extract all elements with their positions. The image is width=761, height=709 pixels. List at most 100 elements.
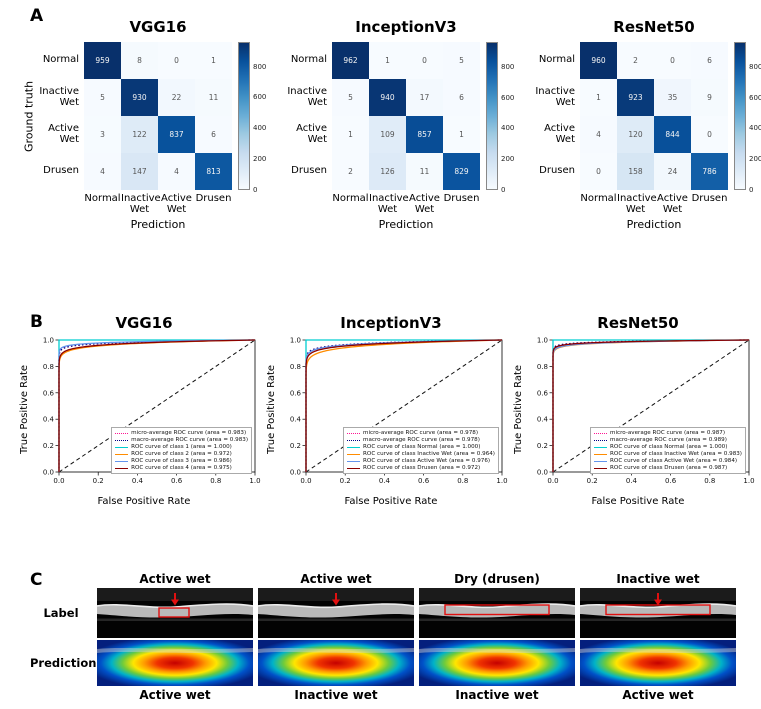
legend-label: ROC curve of class Drusen (area = 0.972) xyxy=(363,465,481,471)
y-tick-label: 0.2 xyxy=(290,442,301,450)
oct-image xyxy=(580,588,736,638)
matrix-cell: 923 xyxy=(617,79,654,116)
oct-retina-surface xyxy=(258,603,414,609)
roc-curve xyxy=(58,339,256,472)
confusion-body: Ground truth Normal Inactive Wet Active Wet… xyxy=(22,42,274,194)
roc-svg: 0.00.0 0.2 0.2 0.4 0.4 0.6 0.6 0.8 0.8 1.0 1.0 xyxy=(537,337,755,486)
roc-plot: 0.0 0.0 0.2 0.2 0.4 0.4 0.6 0.6 0.8 0.8 1.0 1.0 micr… xyxy=(278,334,508,496)
chart-title: InceptionV3 xyxy=(355,18,457,36)
legend-label: macro-average ROC curve (area = 0.983) xyxy=(131,437,248,443)
matrix-cell: 22 xyxy=(158,79,195,116)
y-axis-label: Ground truth xyxy=(22,80,36,152)
x-tick-label: 0.2 xyxy=(340,477,351,485)
y-tick-label: 0.0 xyxy=(290,469,301,477)
legend-entry: ROC curve of class Drusen (area = 0.972) xyxy=(347,465,495,471)
gradcam-prediction-text: Active wet xyxy=(139,688,211,702)
roc-chart-resnet50: ResNet50 True Positive Rate 0.0 0.0 0.2 0.2 0.… xyxy=(512,314,755,507)
legend-line-sample xyxy=(115,460,129,462)
x-axis-label: False Positive Rate xyxy=(344,496,438,507)
legend-line-sample xyxy=(115,453,129,455)
confusion-matrix-panel: VGG16 Ground truth Normal Inactive Wet Activ… xyxy=(22,18,761,231)
matrix-cell: 122 xyxy=(121,116,158,153)
legend-label: ROC curve of class Inactive Wet (area = … xyxy=(610,451,742,457)
chart-title: ResNet50 xyxy=(613,18,695,36)
panel-label-a: A xyxy=(30,6,44,26)
colorbar-tick-label: 600 xyxy=(501,93,515,102)
y-tick-label: Active Wet xyxy=(296,123,327,145)
gradcam-label-text: Active wet xyxy=(139,572,211,586)
y-tick-labels: Normal Inactive Wet Active Wet Drusen xyxy=(36,42,84,190)
row-label-label: Label xyxy=(43,606,79,620)
y-tick-label: Active Wet xyxy=(544,123,575,145)
legend-label: macro-average ROC curve (area = 0.989) xyxy=(610,437,727,443)
matrix-cell: 5 xyxy=(443,42,480,79)
confusion-chart-vgg16: VGG16 Ground truth Normal Inactive Wet Activ… xyxy=(22,18,274,231)
matrix-cell: 158 xyxy=(617,153,654,190)
legend-line-sample xyxy=(347,432,361,434)
legend-entry: ROC curve of class 1 (area = 1.000) xyxy=(115,444,248,450)
legend-entry: ROC curve of class 4 (area = 0.975) xyxy=(115,465,248,471)
colorbar-tick-label: 200 xyxy=(253,155,267,164)
confusion-body: Normal Inactive Wet Active Wet Drusen 962 1 0 5… xyxy=(284,42,522,194)
x-tick-label: 0.8 xyxy=(457,477,468,485)
gradcam-heatmap xyxy=(97,640,253,686)
x-tick-label: Normal xyxy=(332,193,369,204)
y-axis-label: True Positive Rate xyxy=(266,364,277,454)
matrix-cell: 6 xyxy=(691,42,728,79)
oct-substrate-layer xyxy=(97,618,253,621)
x-tick-label: 0.6 xyxy=(418,477,430,485)
heatmap-oct-band xyxy=(419,648,575,653)
gradcam-panel: Active wet Active wet Dry (drusen) Inactive… xyxy=(30,572,736,702)
y-tick-label: 0.6 xyxy=(43,389,55,397)
matrix-cell: 6 xyxy=(443,79,480,116)
colorbar-tick-label: 400 xyxy=(253,124,267,133)
matrix-cell: 9 xyxy=(691,79,728,116)
x-tick-label: 0.4 xyxy=(379,477,391,485)
x-axis-label: Prediction xyxy=(130,218,186,231)
legend-entry: macro-average ROC curve (area = 0.978) xyxy=(347,437,495,443)
matrix-cell: 109 xyxy=(369,116,406,153)
x-tick-label: 0.0 xyxy=(53,477,64,485)
legend: micro-average ROC curve (area = 0.978) ma… xyxy=(343,427,499,474)
x-axis-label: False Positive Rate xyxy=(591,496,685,507)
y-tick-label: 0.4 xyxy=(43,416,55,424)
matrix-cell: 837 xyxy=(158,116,195,153)
y-tick-label: Active Wet xyxy=(48,123,79,145)
matrix-cell: 1 xyxy=(369,42,406,79)
y-tick-label: Drusen xyxy=(291,165,327,177)
legend-line-sample xyxy=(594,439,608,441)
row-label-prediction: Prediction xyxy=(30,656,97,670)
x-tick-label: 0.2 xyxy=(587,477,598,485)
matrix-cell: 8 xyxy=(121,42,158,79)
matrix-cell: 2 xyxy=(332,153,369,190)
y-tick-label: 0.6 xyxy=(290,389,302,397)
matrix-cell: 147 xyxy=(121,153,158,190)
legend-label: ROC curve of class Drusen (area = 0.987) xyxy=(610,465,728,471)
y-tick-label: 0.8 xyxy=(43,363,54,371)
matrix-cell: 940 xyxy=(369,79,406,116)
legend-entry: macro-average ROC curve (area = 0.989) xyxy=(594,437,742,443)
matrix-cell: 0 xyxy=(691,116,728,153)
legend-entry: ROC curve of class Inactive Wet (area = … xyxy=(594,451,742,457)
y-tick-label: Normal xyxy=(290,54,327,66)
matrix-cell: 3 xyxy=(84,116,121,153)
colorbar-tick-label: 400 xyxy=(749,124,761,133)
x-axis-label: False Positive Rate xyxy=(97,496,191,507)
legend-line-sample xyxy=(347,453,361,455)
y-tick-label: 1.0 xyxy=(43,337,54,345)
matrix-cell: 126 xyxy=(369,153,406,190)
y-tick-label: 0.4 xyxy=(290,416,302,424)
x-axis-label: Prediction xyxy=(626,218,682,231)
y-tick-label: 0.6 xyxy=(537,389,549,397)
legend-line-sample xyxy=(347,460,361,462)
matrix-cell: 0 xyxy=(158,42,195,79)
x-tick-label: Normal xyxy=(84,193,121,204)
y-tick-labels: Normal Inactive Wet Active Wet Drusen xyxy=(532,42,580,190)
chance-diagonal-line xyxy=(58,339,256,473)
y-tick-label: Inactive Wet xyxy=(39,86,79,108)
x-axis-label: Prediction xyxy=(378,218,434,231)
legend-label: ROC curve of class Active Wet (area = 0.… xyxy=(610,458,738,464)
legend-label: ROC curve of class Inactive Wet (area = … xyxy=(363,451,495,457)
y-tick-label: Normal xyxy=(538,54,575,66)
colorbar-tick-label: 0 xyxy=(501,186,506,194)
